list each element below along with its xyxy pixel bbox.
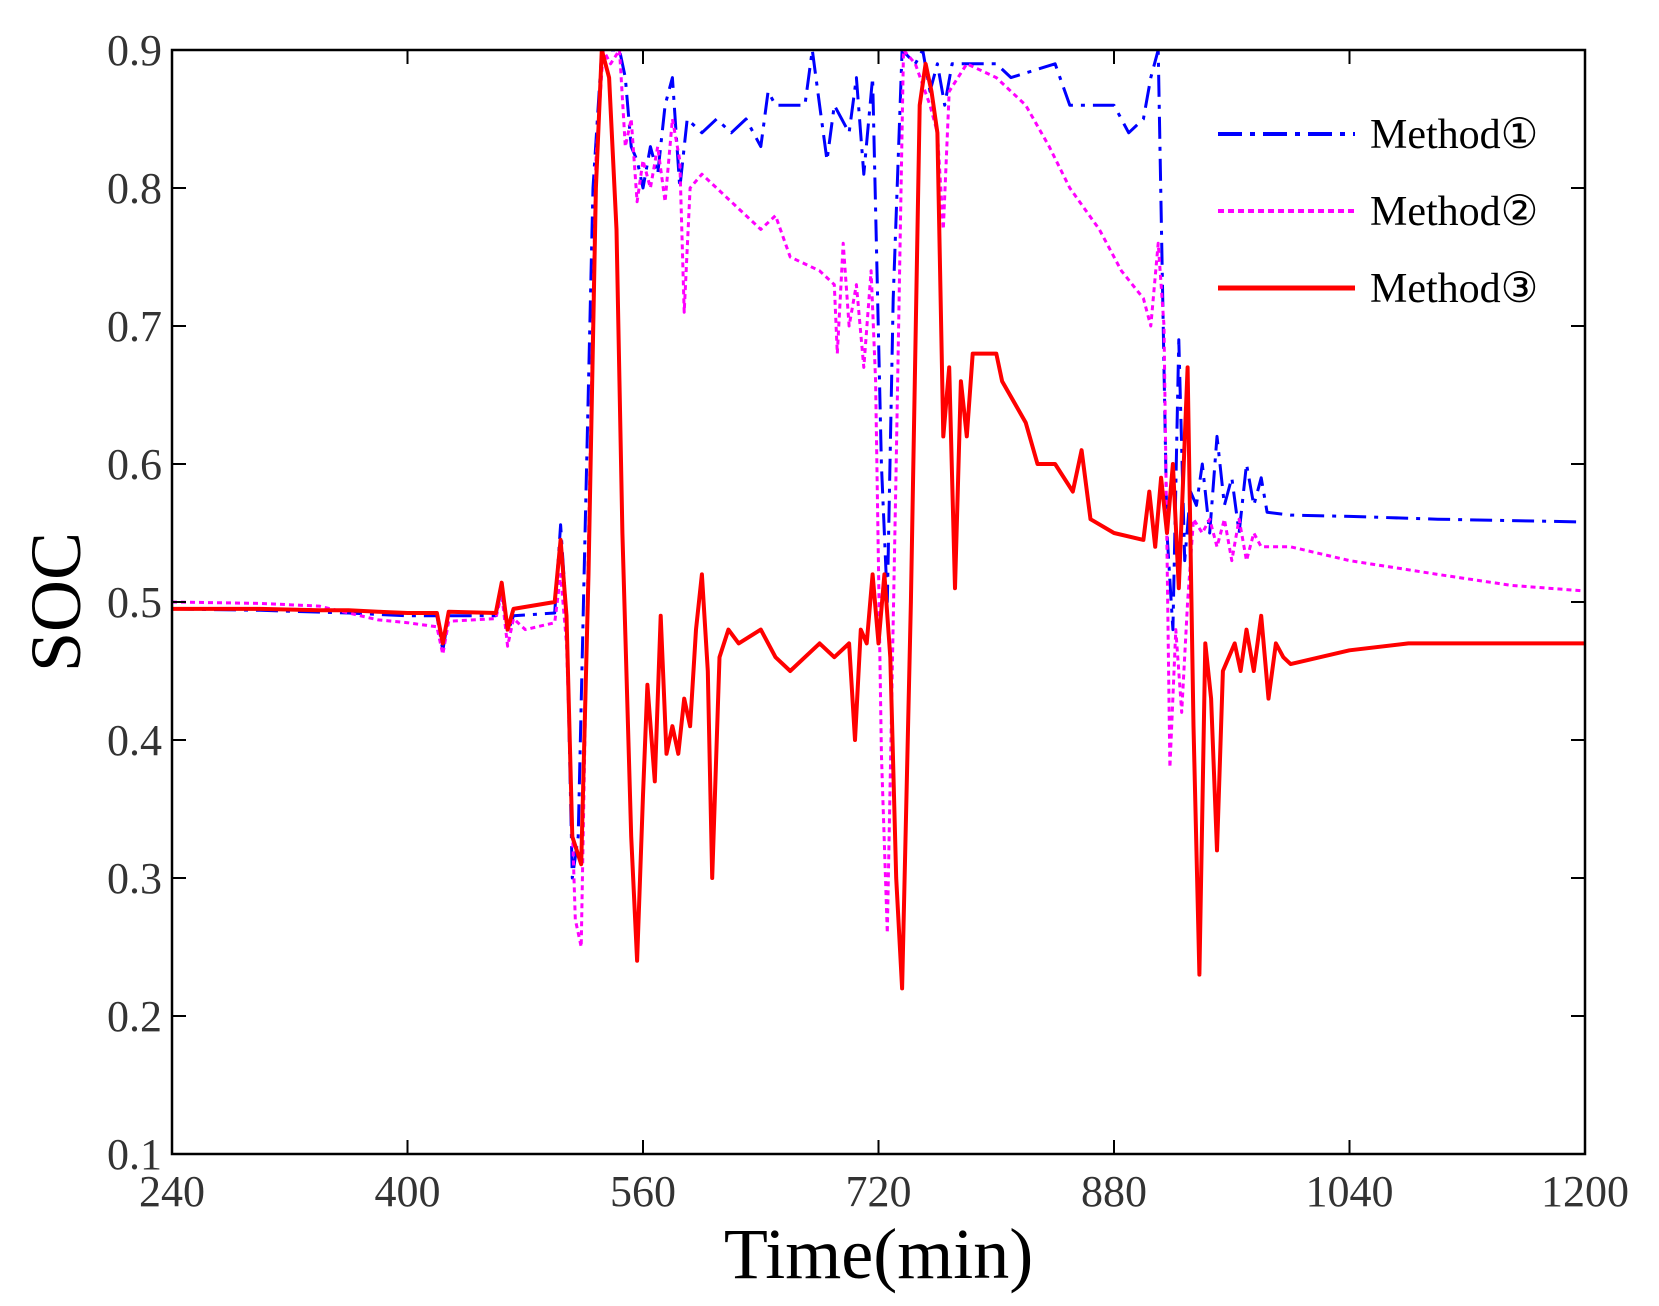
y-tick-label: 0.3 [107,854,162,903]
series-line-method-2 [172,50,1585,949]
y-tick-label: 0.1 [107,1130,162,1179]
x-tick-label: 560 [610,1167,676,1216]
y-tick-label: 0.4 [107,716,162,765]
legend-label-method-1: Method① [1370,112,1538,158]
y-axis-title: SOC [16,532,96,672]
y-tick-label: 0.8 [107,164,162,213]
legend: Method① Method② Method③ [1218,112,1538,312]
x-axis-title: Time(min) [724,1214,1033,1294]
tick-marks [171,49,1586,1155]
x-tick-label: 1040 [1306,1167,1394,1216]
x-tick-label: 720 [846,1167,912,1216]
legend-label-method-2: Method② [1370,189,1538,235]
y-tick-label: 0.9 [107,26,162,75]
series-line-method-1 [172,50,1585,880]
x-tick-label: 400 [375,1167,441,1216]
x-tick-labels: 240 400 560 720 880 1040 1200 [139,1167,1629,1216]
x-tick-label: 880 [1081,1167,1147,1216]
y-tick-labels: 0.1 0.2 0.3 0.4 0.5 0.6 0.7 0.8 0.9 [107,26,162,1179]
x-tick-label: 240 [139,1167,205,1216]
y-tick-label: 0.7 [107,302,162,351]
y-tick-label: 0.5 [107,578,162,627]
legend-label-method-3: Method③ [1370,266,1538,312]
y-tick-label: 0.2 [107,992,162,1041]
y-tick-label: 0.6 [107,440,162,489]
series-line-method-3 [172,50,1585,991]
x-tick-label: 1200 [1541,1167,1629,1216]
series-layer [172,50,1585,991]
